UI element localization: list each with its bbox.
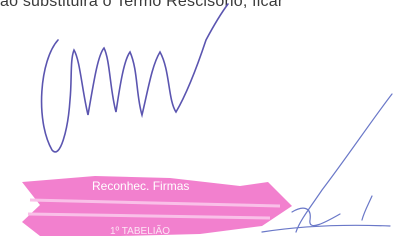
document-page: ão substituirá o Termo Rescisório, ficar… <box>0 0 395 240</box>
stamp-line2: 1º TABELIÃO <box>110 224 170 237</box>
signature <box>42 4 228 152</box>
marks: Reconhec. Firmas 1º TABELIÃO <box>0 0 395 240</box>
stamp-line1: Reconhec. Firmas <box>92 179 189 193</box>
stamp: Reconhec. Firmas 1º TABELIÃO <box>22 176 292 237</box>
